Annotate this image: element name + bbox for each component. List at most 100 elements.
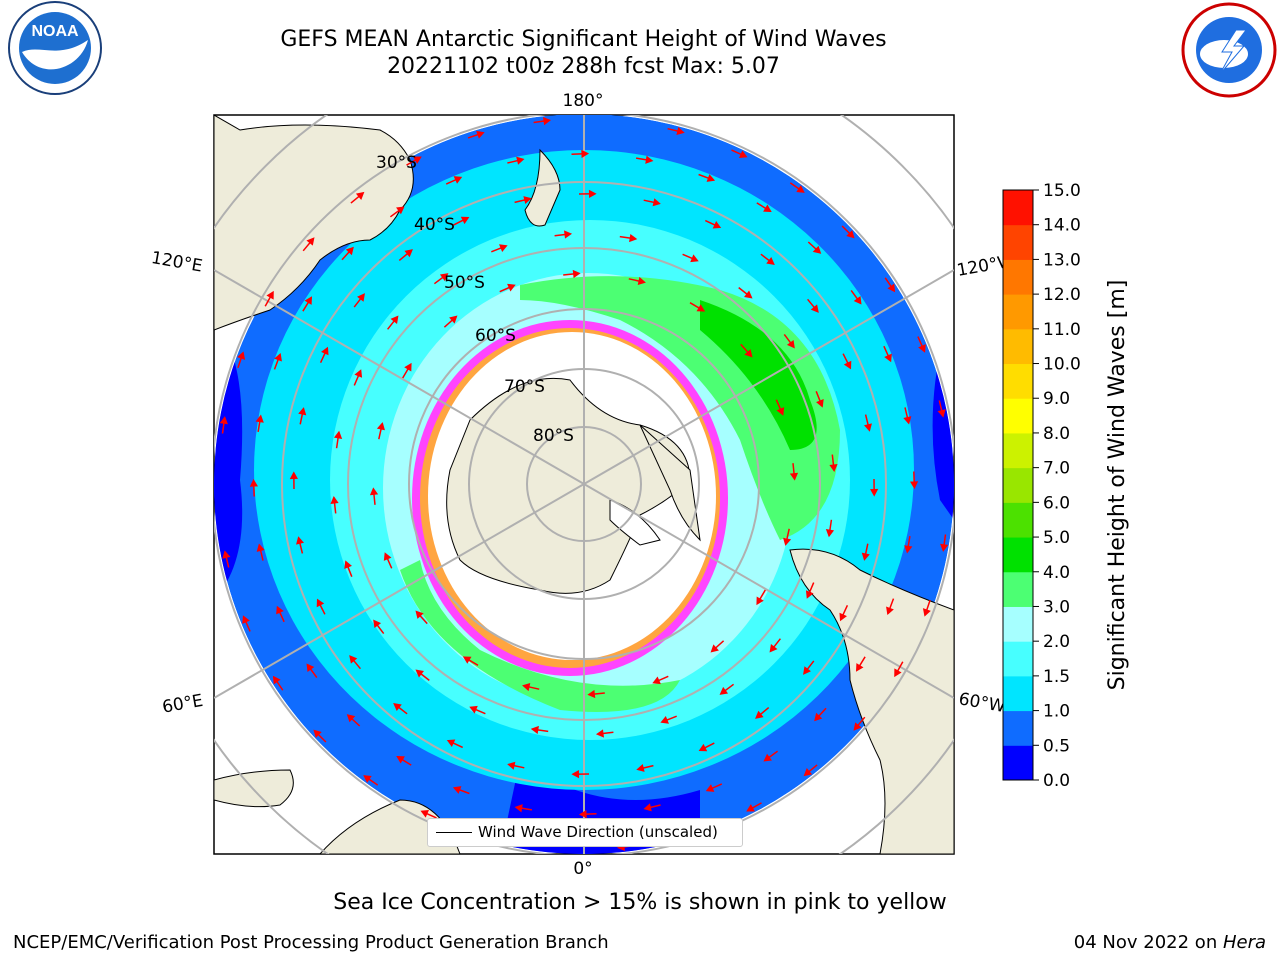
wave-arrow-head — [763, 753, 772, 762]
wave-arrow-head — [846, 230, 855, 239]
wave-arrow-head — [376, 422, 385, 431]
wave-arrow-head — [396, 206, 405, 215]
wave-arrow-head — [571, 770, 580, 779]
wave-height-field — [214, 115, 954, 854]
wave-arrow-head — [706, 174, 716, 182]
colorbar-tick-label: 14.0 — [1043, 216, 1081, 236]
wave-arrow-head — [439, 273, 449, 282]
sea-ice-caption: Sea Ice Concentration > 15% is shown in … — [333, 890, 947, 915]
lat-label-40s: 40°S — [414, 215, 455, 235]
wave-arrow-head — [276, 605, 284, 615]
wave-arrow-head — [390, 315, 399, 324]
graticule — [214, 115, 954, 854]
wave-arrow-head — [776, 407, 785, 416]
colorbar-segment — [1003, 502, 1033, 538]
wave-arrow-head — [357, 293, 365, 302]
wave-arrow-head — [346, 714, 356, 723]
legend-label: Wind Wave Direction (unscaled) — [478, 823, 718, 841]
colorbar-segment — [1003, 745, 1033, 781]
wave-arrow-head — [404, 362, 412, 372]
colorbar-tick-label: 13.0 — [1043, 250, 1081, 270]
wave-arrow-head — [355, 191, 365, 200]
wave-arrow-head — [256, 543, 265, 552]
wave-arrow-head — [937, 409, 946, 418]
wave-arrow-head — [306, 663, 315, 672]
lon-label-0: 0° — [573, 859, 592, 879]
wave-arrow-head — [940, 543, 949, 552]
wave-arrow-head — [853, 296, 862, 305]
wave-arrow-head — [349, 655, 358, 664]
lat-label-60s: 60°S — [475, 326, 516, 346]
wave-arrow-head — [516, 156, 525, 165]
wave-arrow-head — [321, 346, 329, 356]
wave-arrow-head — [296, 536, 304, 545]
wave-arrow-head — [523, 196, 532, 204]
wave-arrow-head — [514, 804, 523, 813]
wave-arrow-head — [698, 743, 708, 752]
wave-arrow-head — [853, 722, 862, 731]
noaa-logo: NOAA — [8, 1, 102, 95]
wave-arrow-head — [453, 176, 463, 184]
wave-arrow-head — [637, 276, 646, 285]
wave-arrow-head — [507, 283, 516, 292]
colorbar-segment — [1003, 675, 1033, 712]
wave-arrow-head — [587, 689, 596, 699]
wave-arrow-head — [786, 339, 795, 349]
colorbar-segment — [1003, 328, 1033, 365]
lon-label-60w: 60°W — [957, 689, 1007, 717]
wave-arrow-head — [812, 245, 822, 254]
wave-arrow-head — [805, 590, 814, 599]
colorbar-segment — [1003, 467, 1033, 503]
noaa-logo-text: NOAA — [31, 23, 79, 40]
colorbar-tick-label: 4.0 — [1043, 563, 1070, 583]
wave-arrow-head — [766, 257, 775, 265]
wave-arrow-head — [507, 761, 516, 770]
colorbar-segment — [1003, 710, 1033, 746]
wave-arrow-head — [744, 290, 753, 299]
wave-arrow-head — [581, 149, 590, 158]
colorbar-label: Significant Height of Wind Waves [m] — [1105, 280, 1130, 691]
wave-arrow-head — [449, 315, 458, 324]
colorbar-tick-label: 6.0 — [1043, 493, 1070, 513]
footer-date-text: 04 Nov 2022 on — [1073, 932, 1223, 953]
colorbar-segment — [1003, 294, 1033, 330]
colorbar-tick-label: 2.0 — [1043, 632, 1070, 652]
colorbar-tick-label: 3.0 — [1043, 597, 1070, 617]
wave-arrow-head — [499, 244, 508, 252]
colorbar-tick-label: 12.0 — [1043, 285, 1081, 305]
wave-arrow-head — [396, 755, 405, 764]
wave-arrow-head — [810, 304, 819, 313]
footer-date: 04 Nov 2022 on Hera — [1074, 932, 1266, 953]
colorbar-tick-label: 1.0 — [1043, 702, 1070, 722]
colorbar-tick-label: 7.0 — [1043, 459, 1070, 479]
lon-label-120e: 120°E — [150, 248, 204, 277]
wave-arrow-head — [870, 488, 879, 497]
wave-arrow-head — [710, 644, 719, 653]
legend-line-sample — [436, 832, 472, 833]
wave-arrow-head — [219, 416, 228, 425]
wave-arrow-head — [839, 612, 847, 622]
wave-arrow-head — [696, 304, 706, 312]
wave-arrow-head — [266, 290, 274, 300]
wave-arrow-head — [705, 784, 715, 792]
colorbar-segment — [1003, 259, 1033, 295]
wave-arrow-head — [530, 725, 539, 735]
colorbar: 0.0 0.5 1.0 1.5 2.0 3.0 4.0 5.0 6.0 7.0 8.0 9.0 10.0… — [1002, 181, 1081, 791]
wave-arrow-head — [769, 644, 778, 653]
wave-arrow-head — [404, 249, 413, 258]
wave-arrow-head — [313, 729, 322, 738]
wave-arrow-head — [643, 803, 652, 812]
wave-arrow-head — [814, 712, 823, 722]
wave-arrow-head — [739, 150, 748, 158]
wave-arrow-head — [469, 705, 478, 714]
wave-arrow-head — [316, 598, 325, 608]
wave-arrow-head — [789, 472, 799, 481]
wave-arrow-head — [803, 666, 811, 675]
wave-arrow-head — [345, 246, 354, 256]
arrow-legend: Wind Wave Direction (unscaled) — [427, 818, 743, 847]
colorbar-segment — [1003, 190, 1033, 226]
wave-arrow-head — [373, 619, 382, 629]
wave-arrow-head — [796, 185, 805, 193]
wave-arrow-head — [542, 117, 552, 126]
wave-arrow-head — [645, 155, 654, 164]
